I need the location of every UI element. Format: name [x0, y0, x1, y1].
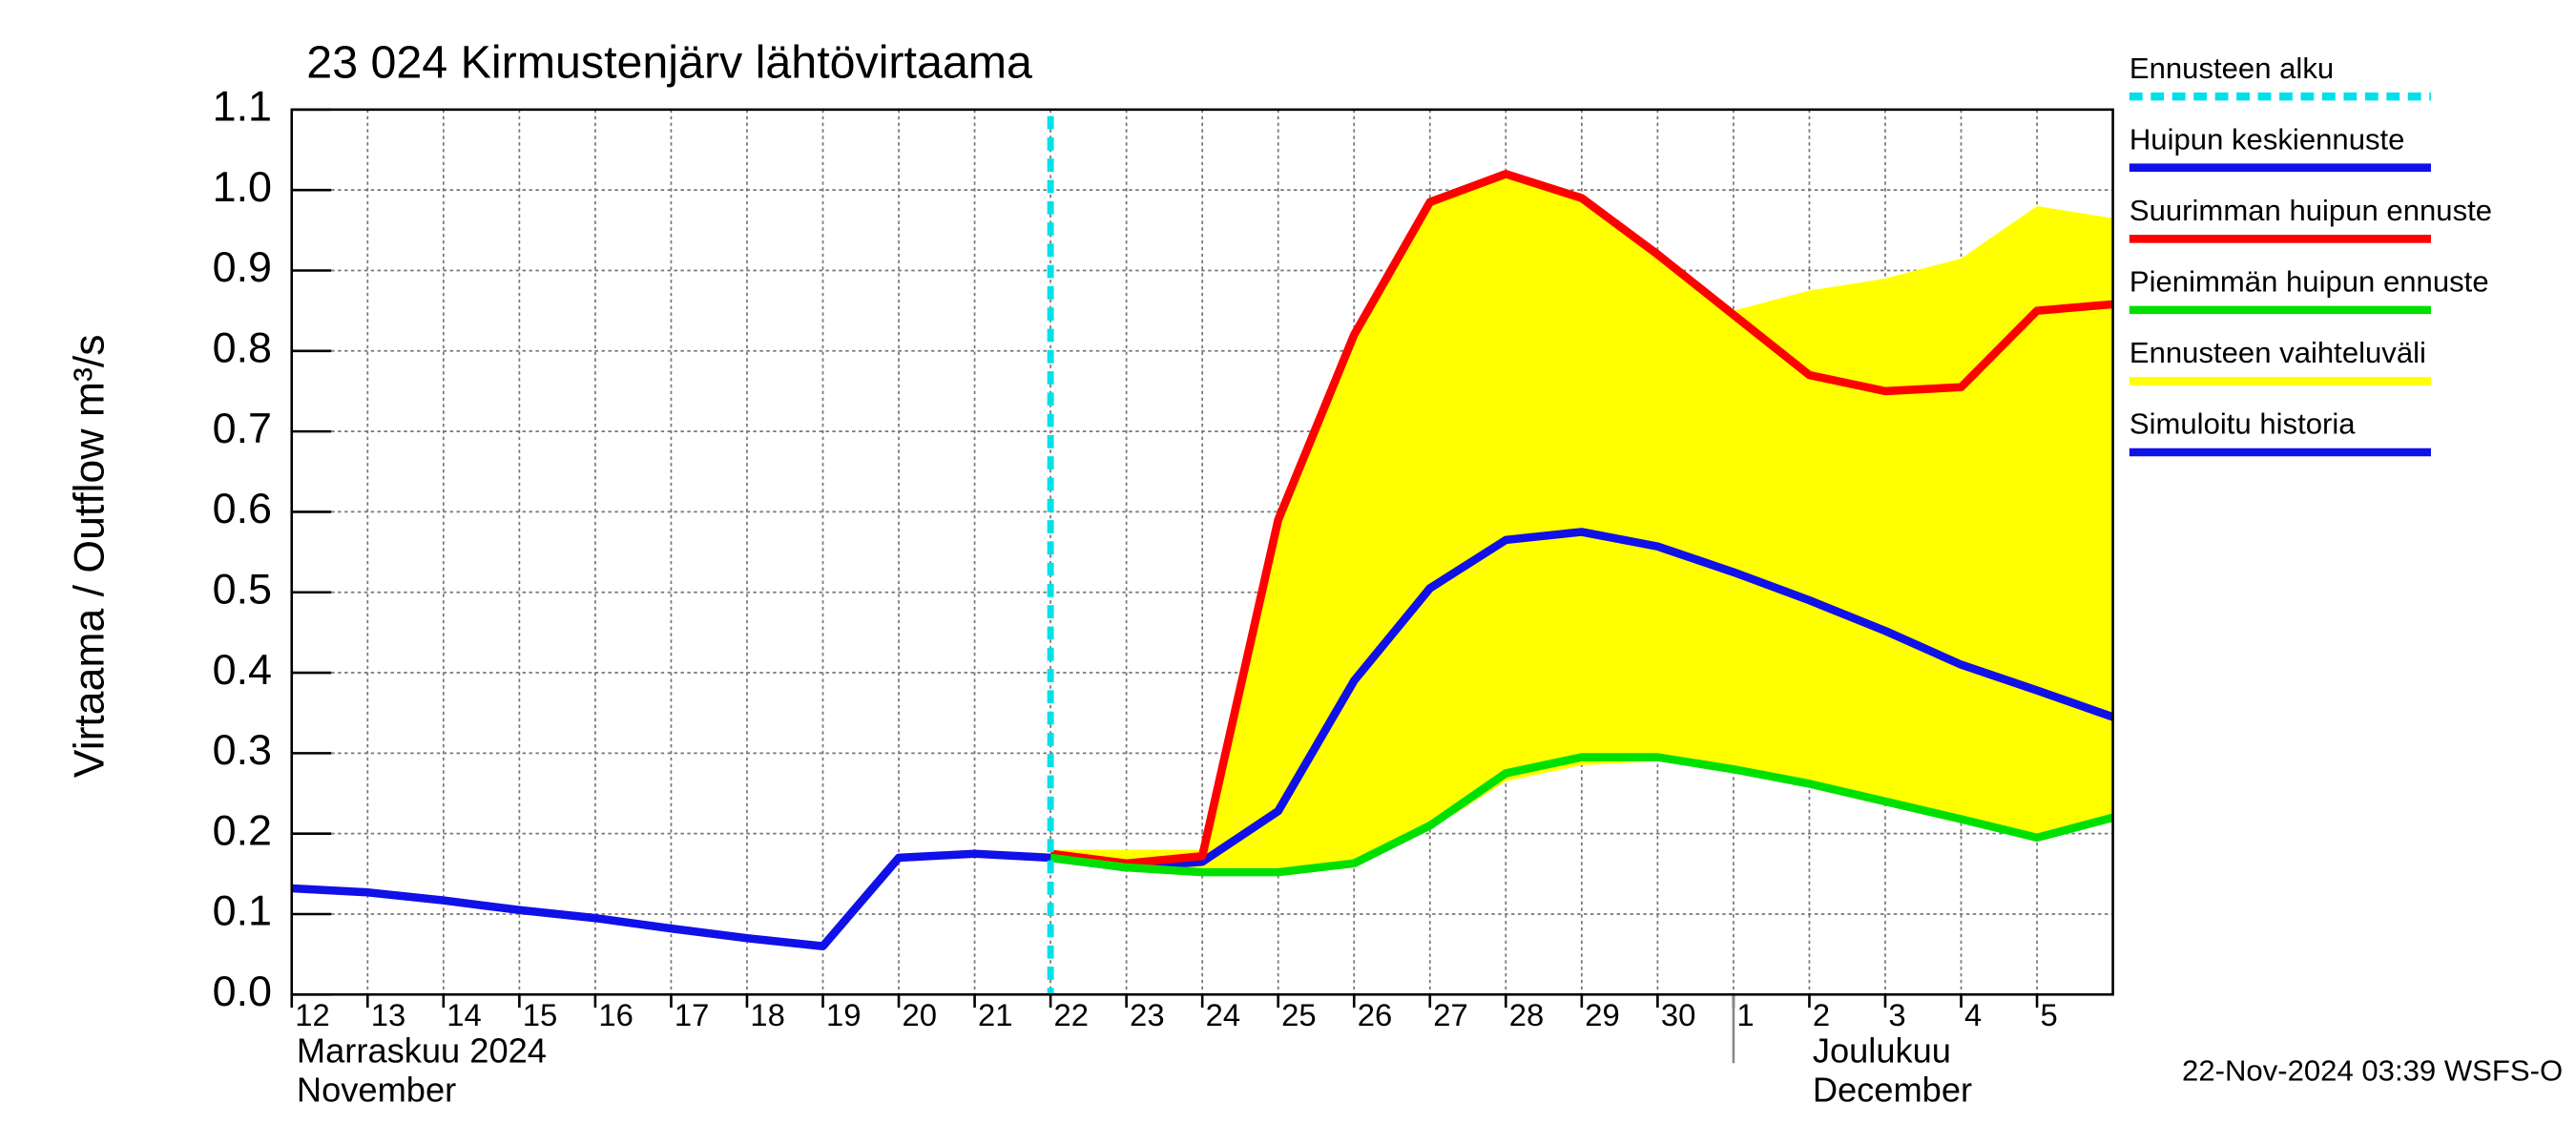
x-tick-label: 1 [1736, 997, 1754, 1032]
y-tick-label: 0.4 [213, 646, 272, 694]
x-tick-label: 21 [978, 997, 1012, 1032]
x-tick-label: 12 [295, 997, 329, 1032]
y-tick-label: 0.2 [213, 807, 272, 855]
y-axis-label: Virtaama / Outflow m³/s [65, 334, 113, 778]
x-tick-label: 19 [826, 997, 861, 1032]
x-tick-label: 29 [1585, 997, 1619, 1032]
x-tick-label: 13 [371, 997, 405, 1032]
x-tick-label: 18 [750, 997, 784, 1032]
month-label-en: December [1813, 1071, 1972, 1110]
x-tick-label: 2 [1813, 997, 1830, 1032]
plot-frame [290, 108, 2114, 996]
legend-label: Huipun keskiennuste [2129, 123, 2405, 156]
x-tick-label: 22 [1054, 997, 1089, 1032]
x-tick-label: 24 [1206, 997, 1240, 1032]
y-tick-label: 1.0 [213, 163, 272, 211]
legend-label: Suurimman huipun ennuste [2129, 194, 2492, 227]
x-tick-label: 3 [1888, 997, 1905, 1032]
x-tick-label: 16 [598, 997, 633, 1032]
x-tick-label: 25 [1281, 997, 1316, 1032]
y-tick-label: 0.5 [213, 566, 272, 614]
series-line [291, 849, 1051, 950]
x-tick-label: 20 [902, 997, 936, 1032]
chart-title: 23 024 Kirmustenjärv lähtövirtaama [306, 36, 1032, 88]
month-label-en: November [297, 1071, 456, 1110]
x-tick-label: 26 [1358, 997, 1392, 1032]
series-line [1049, 753, 2114, 877]
series-line [1049, 528, 2115, 872]
x-tick-label: 5 [2041, 997, 2058, 1032]
x-tick-label: 28 [1509, 997, 1544, 1032]
legend-label: Ennusteen vaihteluväli [2129, 336, 2426, 369]
x-tick-label: 17 [675, 997, 709, 1032]
x-tick-label: 27 [1433, 997, 1467, 1032]
series-line [1049, 170, 2113, 868]
x-tick-label: 23 [1130, 997, 1164, 1032]
y-tick-label: 0.8 [213, 324, 272, 372]
y-tick-label: 0.3 [213, 726, 272, 774]
month-label: Joulukuu [1813, 1031, 1951, 1071]
forecast-band [1050, 174, 2113, 874]
y-tick-label: 1.1 [213, 83, 272, 131]
y-tick-label: 0.0 [213, 968, 272, 1015]
legend-label: Ennusteen alku [2129, 52, 2334, 85]
month-label: Marraskuu 2024 [297, 1031, 547, 1071]
legend-label: Simuloitu historia [2129, 407, 2356, 441]
x-tick-label: 14 [447, 997, 481, 1032]
x-tick-label: 30 [1661, 997, 1695, 1032]
y-tick-label: 0.1 [213, 887, 272, 935]
legend-label: Pienimmän huipun ennuste [2129, 265, 2489, 299]
timestamp: 22-Nov-2024 03:39 WSFS-O [2182, 1054, 2563, 1088]
x-tick-label: 15 [523, 997, 557, 1032]
y-tick-label: 0.6 [213, 485, 272, 532]
x-tick-label: 4 [1964, 997, 1982, 1032]
y-tick-label: 0.7 [213, 405, 272, 452]
y-tick-label: 0.9 [213, 243, 272, 291]
